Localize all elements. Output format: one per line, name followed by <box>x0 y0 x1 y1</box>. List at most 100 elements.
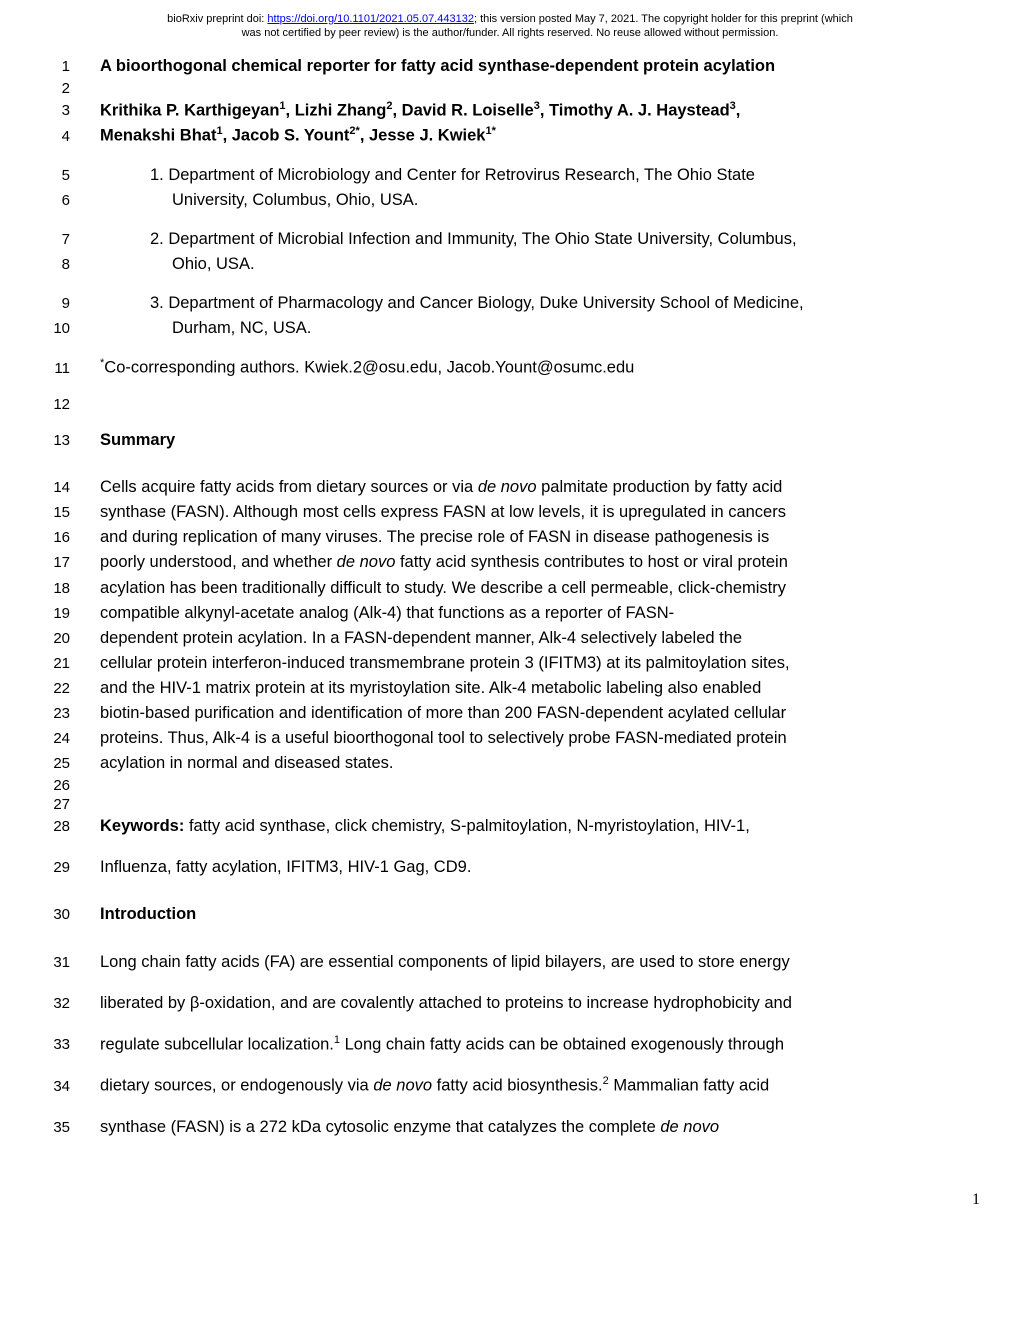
title-text: A bioorthogonal chemical reporter for fa… <box>100 55 960 78</box>
body-text: synthase (FASN) is a 272 kDa cytosolic e… <box>100 1116 960 1139</box>
body-text: poorly understood, and whether de novo f… <box>100 551 960 574</box>
line-num: 19 <box>30 605 100 622</box>
line-num: 16 <box>30 529 100 546</box>
text-line: 27 <box>30 796 960 813</box>
body-text: acylation in normal and diseased states. <box>100 752 960 775</box>
keywords-text: Keywords: fatty acid synthase, click che… <box>100 815 960 838</box>
text-line: 6 University, Columbus, Ohio, USA. <box>30 189 960 212</box>
affil-text: 1. Department of Microbiology and Center… <box>100 164 960 187</box>
line-num: 12 <box>30 396 100 413</box>
authors-line2: Menakshi Bhat1, Jacob S. Yount2*, Jesse … <box>100 124 960 148</box>
text-line: 31 Long chain fatty acids (FA) are essen… <box>30 951 960 974</box>
affil-text: 2. Department of Microbial Infection and… <box>100 228 960 251</box>
keywords-text2: Influenza, fatty acylation, IFITM3, HIV-… <box>100 856 960 879</box>
text-line: 24 proteins. Thus, Alk-4 is a useful bio… <box>30 727 960 750</box>
page-number: 1 <box>0 1181 1020 1209</box>
line-num: 4 <box>30 128 100 145</box>
text-line: 29 Influenza, fatty acylation, IFITM3, H… <box>30 856 960 879</box>
text-line: 1 A bioorthogonal chemical reporter for … <box>30 55 960 78</box>
body-text: Long chain fatty acids (FA) are essentia… <box>100 951 960 974</box>
text-line: 25 acylation in normal and diseased stat… <box>30 752 960 775</box>
affil-text: 3. Department of Pharmacology and Cancer… <box>100 292 960 315</box>
line-num: 33 <box>30 1036 100 1053</box>
text-line: 26 <box>30 777 960 794</box>
line-num: 15 <box>30 504 100 521</box>
text-line: 13 Summary <box>30 429 960 452</box>
line-num: 21 <box>30 655 100 672</box>
doi-suffix: ; this version posted May 7, 2021. The c… <box>474 13 853 25</box>
text-line: 32 liberated by β-oxidation, and are cov… <box>30 992 960 1015</box>
line-num: 17 <box>30 554 100 571</box>
text-line: 34 dietary sources, or endogenously via … <box>30 1074 960 1098</box>
line-num: 32 <box>30 995 100 1012</box>
affil-text: University, Columbus, Ohio, USA. <box>100 189 960 212</box>
body-text: regulate subcellular localization.1 Long… <box>100 1033 960 1057</box>
text-line: 2 <box>30 80 960 97</box>
text-line: 22 and the HIV-1 matrix protein at its m… <box>30 677 960 700</box>
preprint-header: bioRxiv preprint doi: https://doi.org/10… <box>0 0 1020 45</box>
line-num: 28 <box>30 818 100 835</box>
text-line: 14 Cells acquire fatty acids from dietar… <box>30 476 960 499</box>
line-num: 13 <box>30 432 100 449</box>
line-num: 14 <box>30 479 100 496</box>
text-line: 19 compatible alkynyl-acetate analog (Al… <box>30 602 960 625</box>
text-line: 28 Keywords: fatty acid synthase, click … <box>30 815 960 838</box>
line-num: 7 <box>30 231 100 248</box>
text-line: 4 Menakshi Bhat1, Jacob S. Yount2*, Jess… <box>30 124 960 148</box>
body-text: biotin-based purification and identifica… <box>100 702 960 725</box>
body-text: dietary sources, or endogenously via de … <box>100 1074 960 1098</box>
header-line2: was not certified by peer review) is the… <box>242 27 779 39</box>
body-text: liberated by β-oxidation, and are covale… <box>100 992 960 1015</box>
text-line: 33 regulate subcellular localization.1 L… <box>30 1033 960 1057</box>
body-text: acylation has been traditionally difficu… <box>100 577 960 600</box>
text-line: 21 cellular protein interferon-induced t… <box>30 652 960 675</box>
line-num: 3 <box>30 102 100 119</box>
section-heading: Summary <box>100 429 960 452</box>
body-text: and the HIV-1 matrix protein at its myri… <box>100 677 960 700</box>
line-num: 26 <box>30 777 100 794</box>
text-line: 3 Krithika P. Karthigeyan1, Lizhi Zhang2… <box>30 99 960 123</box>
text-line: 18 acylation has been traditionally diff… <box>30 577 960 600</box>
text-line: 15 synthase (FASN). Although most cells … <box>30 501 960 524</box>
line-num: 20 <box>30 630 100 647</box>
text-line: 9 3. Department of Pharmacology and Canc… <box>30 292 960 315</box>
body-text: and during replication of many viruses. … <box>100 526 960 549</box>
line-num: 2 <box>30 80 100 97</box>
line-num: 23 <box>30 705 100 722</box>
text-line: 7 2. Department of Microbial Infection a… <box>30 228 960 251</box>
line-num: 6 <box>30 192 100 209</box>
text-line: 10 Durham, NC, USA. <box>30 317 960 340</box>
text-line: 30 Introduction <box>30 903 960 926</box>
affil-text: Durham, NC, USA. <box>100 317 960 340</box>
line-num: 34 <box>30 1078 100 1095</box>
line-num: 30 <box>30 906 100 923</box>
line-num: 24 <box>30 730 100 747</box>
line-num: 29 <box>30 859 100 876</box>
doi-link[interactable]: https://doi.org/10.1101/2021.05.07.44313… <box>267 13 474 25</box>
body-text: Cells acquire fatty acids from dietary s… <box>100 476 960 499</box>
line-num: 22 <box>30 680 100 697</box>
line-num: 27 <box>30 796 100 813</box>
text-line: 20 dependent protein acylation. In a FAS… <box>30 627 960 650</box>
corresponding-text: *Co-corresponding authors. Kwiek.2@osu.e… <box>100 356 960 380</box>
body-text: proteins. Thus, Alk-4 is a useful bioort… <box>100 727 960 750</box>
line-num: 9 <box>30 295 100 312</box>
body-text: cellular protein interferon-induced tran… <box>100 652 960 675</box>
body-text: dependent protein acylation. In a FASN-d… <box>100 627 960 650</box>
line-num: 18 <box>30 580 100 597</box>
text-line: 5 1. Department of Microbiology and Cent… <box>30 164 960 187</box>
text-line: 35 synthase (FASN) is a 272 kDa cytosoli… <box>30 1116 960 1139</box>
line-num: 11 <box>30 360 100 377</box>
line-num: 35 <box>30 1119 100 1136</box>
text-line: 11 *Co-corresponding authors. Kwiek.2@os… <box>30 356 960 380</box>
text-line: 16 and during replication of many viruse… <box>30 526 960 549</box>
affil-text: Ohio, USA. <box>100 253 960 276</box>
text-line: 23 biotin-based purification and identif… <box>30 702 960 725</box>
line-num: 1 <box>30 58 100 75</box>
body-text: synthase (FASN). Although most cells exp… <box>100 501 960 524</box>
doi-prefix: bioRxiv preprint doi: <box>167 13 267 25</box>
body-text: compatible alkynyl-acetate analog (Alk-4… <box>100 602 960 625</box>
text-line: 17 poorly understood, and whether de nov… <box>30 551 960 574</box>
line-num: 10 <box>30 320 100 337</box>
text-line: 12 <box>30 396 960 413</box>
